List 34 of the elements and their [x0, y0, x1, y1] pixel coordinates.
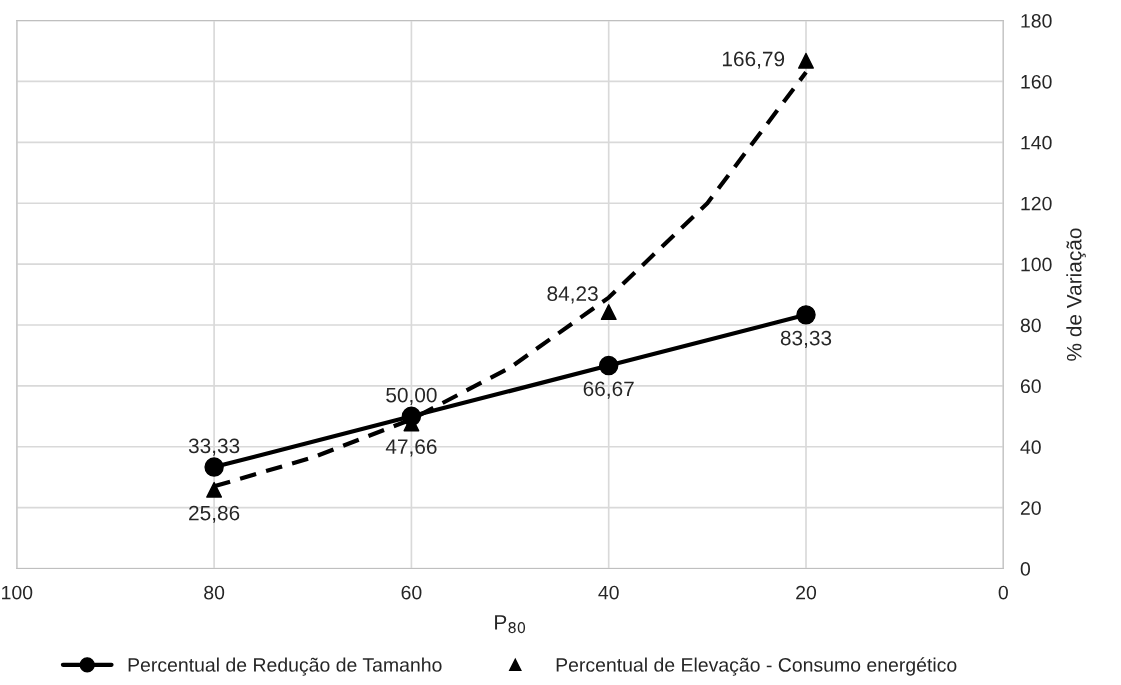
- point: [600, 304, 617, 321]
- data-label: 33,33: [188, 438, 240, 456]
- x-tick-label: 60: [401, 585, 422, 600]
- y-tick-label: 20: [1020, 501, 1041, 515]
- data-label: 66,67: [583, 381, 634, 399]
- point: [798, 52, 814, 69]
- y-tick-label: 140: [1021, 135, 1052, 150]
- x-tick-label: 40: [598, 585, 619, 600]
- data-label: 84,23: [547, 286, 598, 304]
- y-axis-title: % de Variação: [1066, 228, 1086, 361]
- y-tick-label: 0: [1020, 562, 1031, 576]
- y-tick-label: 180: [1021, 14, 1052, 28]
- legend-label: Percentual de Elevação - Consumo energético: [556, 657, 957, 676]
- y-tick-label: 40: [1020, 440, 1041, 455]
- y-tick-label: 120: [1021, 196, 1052, 211]
- x-tick-label: 80: [204, 585, 225, 600]
- data-label: 166,79: [722, 51, 785, 69]
- legend-label: Percentual de Redução de Tamanho: [128, 657, 442, 676]
- point: [598, 355, 619, 376]
- data-label: 83,33: [780, 330, 832, 348]
- data-label: 25,86: [189, 505, 240, 523]
- x-tick-label: 100: [2, 585, 33, 600]
- point: [204, 457, 224, 477]
- data-label: 50,00: [386, 387, 437, 405]
- x-axis-title: P$_{80}$: [495, 615, 526, 634]
- y-tick-label: 80: [1020, 318, 1041, 333]
- point: [796, 305, 816, 325]
- x-tick-label: 20: [796, 585, 817, 600]
- x-tick-label: 0: [998, 585, 1008, 600]
- point: [206, 481, 223, 498]
- y-tick-label: 100: [1021, 257, 1052, 272]
- data-label: 47,66: [385, 439, 437, 457]
- y-tick-label: 160: [1021, 74, 1052, 89]
- y-tick-label: 60: [1020, 379, 1041, 394]
